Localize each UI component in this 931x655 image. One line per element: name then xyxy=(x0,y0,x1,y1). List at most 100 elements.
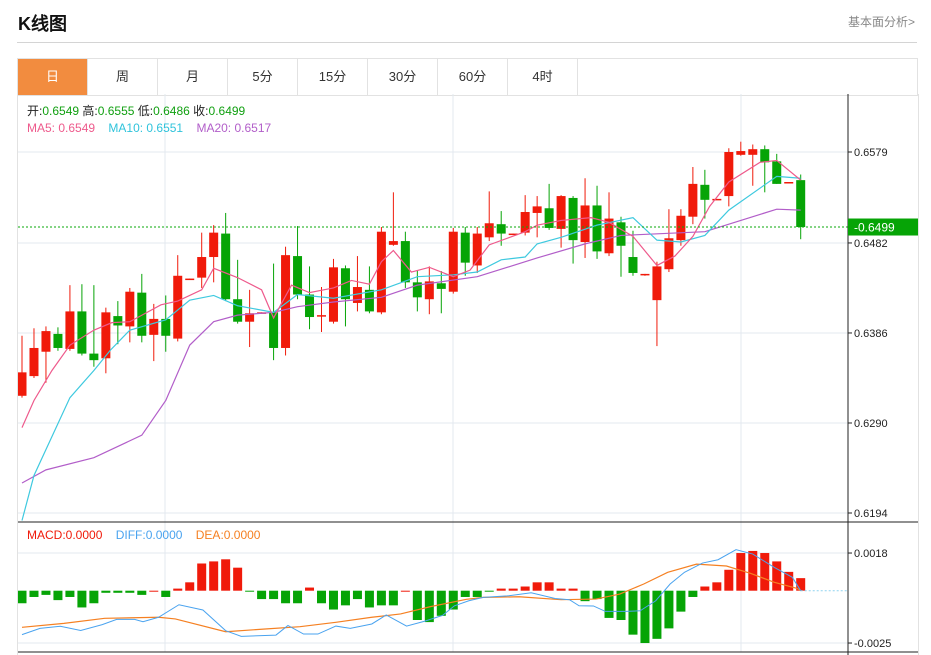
candle-body xyxy=(772,161,782,184)
tab-5min[interactable]: 5分 xyxy=(228,59,298,95)
period-tabs: 日 周 月 5分 15分 30分 60分 4时 xyxy=(17,58,918,96)
macd-bar xyxy=(652,590,662,639)
tab-15min[interactable]: 15分 xyxy=(298,59,368,95)
candle-body xyxy=(616,222,626,246)
candle-body xyxy=(592,205,602,252)
macd-bar xyxy=(772,561,782,591)
ma20-value: MA20: 0.6517 xyxy=(196,121,272,135)
candle-body xyxy=(448,231,458,292)
candle-body xyxy=(77,311,87,354)
candle-body xyxy=(245,313,255,322)
candle-body xyxy=(508,233,518,236)
page-title: K线图 xyxy=(18,14,67,34)
candle-body xyxy=(388,241,398,245)
macd-bar xyxy=(185,582,195,591)
candle-body xyxy=(269,312,279,348)
candle-body xyxy=(161,318,171,336)
tab-30min[interactable]: 30分 xyxy=(368,59,438,95)
macd-bar xyxy=(400,590,410,592)
tab-day[interactable]: 日 xyxy=(18,59,88,95)
macd-bar xyxy=(496,588,506,591)
candle-body xyxy=(424,281,434,300)
price-tick-label: 0.6482 xyxy=(854,238,888,250)
macd-bar xyxy=(113,590,123,593)
macd-bar xyxy=(281,590,291,604)
tab-week[interactable]: 周 xyxy=(88,59,158,95)
macd-bar xyxy=(700,586,710,591)
macd-bar xyxy=(448,590,458,610)
macd-bar xyxy=(724,569,734,591)
ma-info: MA5: 0.6549 MA10: 0.6551 MA20: 0.6517 xyxy=(27,121,271,135)
macd-bar xyxy=(376,590,386,606)
candle-body xyxy=(544,208,554,228)
macd-bar xyxy=(736,553,746,591)
tab-60min[interactable]: 60分 xyxy=(438,59,508,95)
candle-body xyxy=(712,198,722,201)
ma5-line xyxy=(21,159,802,428)
candle-body xyxy=(364,289,374,312)
ohlc-info: 开:0.6549 高:0.6555 低:0.6486 收:0.6499 xyxy=(27,102,245,119)
macd-value: MACD:0.0000 xyxy=(27,528,103,542)
candle-body xyxy=(209,232,219,258)
macd-bar xyxy=(149,590,159,592)
candle-body xyxy=(125,291,135,327)
macd-bar xyxy=(460,590,470,597)
macd-bar xyxy=(221,559,231,591)
candle-body xyxy=(748,149,758,155)
macd-bar xyxy=(508,588,518,591)
high-value: 0.6555 xyxy=(97,104,135,118)
macd-info: MACD:0.0000 DIFF:0.0000 DEA:0.0000 xyxy=(27,528,260,542)
macd-bar xyxy=(305,587,315,591)
candle-body xyxy=(173,275,183,339)
macd-bar xyxy=(18,590,27,604)
candle-body xyxy=(580,205,590,243)
candle-body xyxy=(29,347,39,377)
candle-body xyxy=(305,294,315,318)
candle-body xyxy=(185,278,195,281)
macd-bar xyxy=(640,590,650,644)
macd-bar xyxy=(29,590,39,597)
macd-bar xyxy=(760,553,770,591)
candle-body xyxy=(352,287,362,303)
tab-month[interactable]: 月 xyxy=(158,59,228,95)
open-value: 0.6549 xyxy=(42,104,80,118)
macd-bar xyxy=(328,590,338,610)
candle-body xyxy=(89,353,99,361)
candle-body xyxy=(340,268,350,300)
macd-bar xyxy=(436,590,446,616)
candle-body xyxy=(460,232,470,263)
candle-body xyxy=(556,196,566,229)
macd-bar xyxy=(568,588,578,591)
macd-bar xyxy=(197,563,207,591)
macd-bar xyxy=(796,578,806,591)
candle-body xyxy=(400,241,410,283)
macd-bar xyxy=(317,590,326,604)
fundamental-analysis-link[interactable]: 基本面分析> xyxy=(847,15,915,29)
macd-tick-label: 0.0018 xyxy=(854,548,888,560)
candle-body xyxy=(472,233,482,266)
ma20-line xyxy=(21,208,801,484)
candle-body xyxy=(197,257,207,278)
candle-body xyxy=(65,311,75,349)
kline-chart[interactable]: 0.6579 0.6482 0.6386 0.6290 0.6194 0.0018 -0.0… xyxy=(17,94,919,655)
chart-canvas[interactable]: 0.6579 0.6482 0.6386 0.6290 0.6194 0.0018 -0.0… xyxy=(18,94,918,655)
macd-bar xyxy=(340,590,350,606)
ma10-value: MA10: 0.6551 xyxy=(108,121,184,135)
macd-bar xyxy=(784,571,794,591)
macd-bar xyxy=(101,590,111,593)
candle-body xyxy=(796,180,806,228)
candle-body xyxy=(496,224,506,234)
open-label: 开: xyxy=(27,104,43,118)
candle-body xyxy=(784,182,794,184)
macd-bar xyxy=(352,590,362,600)
candle-body xyxy=(532,206,542,213)
macd-bar xyxy=(748,550,758,591)
current-price-tag xyxy=(848,218,918,236)
candle-body xyxy=(688,183,698,217)
tab-4hour[interactable]: 4时 xyxy=(508,59,578,95)
candle-body xyxy=(293,256,303,295)
macd-bar xyxy=(484,590,494,592)
macd-bar xyxy=(41,590,51,595)
header-divider xyxy=(17,42,917,43)
candle-body xyxy=(628,257,638,273)
